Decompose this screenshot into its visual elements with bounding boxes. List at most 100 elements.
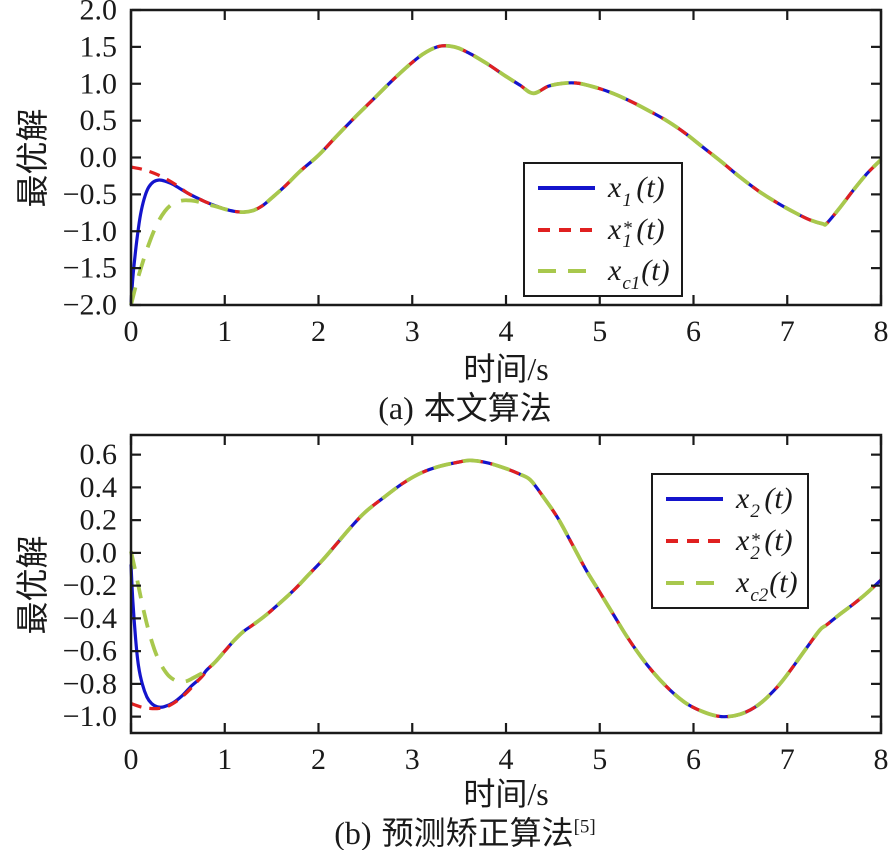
chart-b-legend: x 2 (t) x * 2 (t) x c2 (t): [651, 473, 809, 609]
legend-sup: *: [750, 529, 760, 551]
x-tick-label: 0: [124, 743, 139, 776]
chart-b-y-axis-label: 最优解: [16, 535, 52, 635]
legend-entry-x1: x 1 (t): [538, 168, 681, 210]
legend-subsup: c2: [750, 575, 769, 606]
chart-b-plot: 0 1 2 3 4 5 6 7 8 0.60.40.20.0−0.2−0.4−0.6−0.8−1.…: [63, 433, 889, 776]
y-tick-label: −0.5: [63, 178, 117, 211]
x-tick-label: 5: [592, 315, 607, 348]
y-tick-label: 1.5: [80, 30, 118, 63]
caption-a-text: 本文算法: [423, 390, 552, 426]
legend-label: x c1 (t): [608, 254, 670, 294]
legend-sub: 2: [750, 542, 760, 564]
caption-b-superscript: [5]: [573, 816, 596, 838]
legend-entry-x2*: x * 2 (t): [666, 521, 807, 564]
legend-var: x: [608, 212, 622, 246]
caption-b-prefix: (b): [334, 815, 372, 850]
y-tick-label: −1.0: [63, 700, 117, 733]
legend-var: x: [736, 566, 750, 599]
chart-a-caption: (a) 本文算法: [50, 383, 880, 429]
y-tick-label: −0.8: [63, 667, 117, 700]
chart-b-caption: (b) 预测矫正算法[5]: [50, 808, 880, 850]
x-tick-label: 6: [686, 743, 701, 776]
x-tick-label: 7: [780, 315, 795, 348]
legend-rest: (t): [764, 482, 793, 515]
x-tick-label: 4: [499, 315, 514, 348]
legend-entry-x2: x 2 (t): [666, 479, 807, 522]
legend-label: x * 2 (t): [736, 524, 793, 564]
plot-frame: [129, 8, 883, 307]
x-tick-label: 3: [405, 743, 420, 776]
legend-subsup: * 1: [622, 218, 635, 253]
y-tick-label: 0.2: [80, 504, 118, 537]
y-tick-label: 0.0: [80, 141, 118, 174]
chart-a-legend: x 1 (t) x * 1 (t) x c1 (t): [523, 162, 683, 297]
series-x1-line: [129, 44, 883, 306]
chart-a-x-axis-label: 时间/s: [463, 351, 549, 387]
legend-rest: (t): [641, 254, 670, 288]
y-tick-label: −0.2: [63, 569, 117, 602]
legend-entry-xc1: x c1 (t): [538, 251, 681, 294]
legend-line-sample-solid: [538, 185, 595, 190]
legend-sub: 1: [622, 189, 632, 211]
y-tick-label: −2.0: [63, 289, 117, 322]
legend-label: x c2 (t): [736, 566, 798, 606]
series-group: [129, 458, 883, 719]
legend-rest: (t): [769, 566, 798, 599]
legend-subsup: 2: [750, 491, 763, 522]
y-tick-label: 1.0: [80, 67, 118, 100]
legend-entry-x1*: x * 1 (t): [538, 210, 681, 252]
caption-b-text: 预测矫正算法: [381, 815, 574, 850]
y-tick-label: −1.5: [63, 252, 117, 285]
legend-label: x * 1 (t): [608, 212, 665, 252]
x-tick-label: 0: [124, 315, 139, 348]
legend-var: x: [608, 254, 622, 288]
y-tick-label: −0.6: [63, 635, 117, 668]
legend-line-sample-solid: [666, 497, 723, 501]
legend-label: x 1 (t): [608, 170, 665, 210]
legend-sub: c1: [622, 273, 641, 295]
y-tick-label: 2.0: [80, 0, 118, 27]
tick-labels-group: 0 1 2 3 4 5 6 7 8 2.0 1.5 1.0 0.5 0.0 −0.5 −1.0 −1.5 −2.0: [63, 0, 889, 348]
legend-subsup: * 2: [750, 529, 763, 564]
y-tick-label: −0.4: [63, 602, 117, 635]
x-tick-label: 8: [874, 743, 889, 776]
legend-rest: (t): [636, 170, 665, 204]
x-tick-label: 2: [311, 315, 326, 348]
x-tick-label: 4: [499, 743, 514, 776]
caption-a-prefix: (a): [378, 390, 414, 426]
y-tick-label: 0.6: [80, 438, 118, 471]
legend-rest: (t): [636, 212, 665, 246]
y-tick-label: 0.4: [80, 471, 118, 504]
y-tick-label: −1.0: [63, 215, 117, 248]
legend-line-sample-dash: [666, 539, 723, 543]
legend-sub: 1: [622, 231, 632, 253]
x-tick-label: 3: [405, 315, 420, 348]
series-group: [129, 43, 883, 306]
legend-line-sample-dash: [538, 227, 595, 232]
legend-rest: (t): [764, 524, 793, 557]
chart-b-x-axis-label: 时间/s: [463, 776, 549, 812]
x-tick-label: 8: [874, 315, 889, 348]
legend-sub: 2: [750, 500, 760, 522]
plot-frame: [129, 433, 883, 735]
legend-var: x: [736, 524, 750, 557]
chart-a-y-axis-label: 最优解: [16, 108, 52, 208]
legend-subsup: c1: [622, 263, 641, 295]
x-tick-label: 6: [686, 315, 701, 348]
legend-sub: c2: [750, 584, 769, 606]
legend-var: x: [736, 482, 750, 515]
chart-a-plot: 0 1 2 3 4 5 6 7 8 2.0 1.5 1.0 0.5 0.0 −0.5 −1.0 −1.5 −2.0: [63, 0, 889, 348]
y-tick-label: 0.0: [80, 536, 118, 569]
legend-line-sample-longdash: [538, 269, 595, 274]
tick-labels-group: 0 1 2 3 4 5 6 7 8 0.60.40.20.0−0.2−0.4−0.6−0.8−1.…: [63, 438, 889, 776]
x-tick-label: 2: [311, 743, 326, 776]
series-xc2-line: [129, 458, 883, 719]
legend-line-sample-longdash: [666, 581, 723, 585]
legend-var: x: [608, 170, 622, 204]
legend-sup: *: [622, 218, 632, 240]
legend-entry-xc2: x c2 (t): [666, 563, 807, 606]
y-tick-label: 0.5: [80, 104, 118, 137]
ticks-group: [129, 8, 883, 307]
x-tick-label: 5: [592, 743, 607, 776]
